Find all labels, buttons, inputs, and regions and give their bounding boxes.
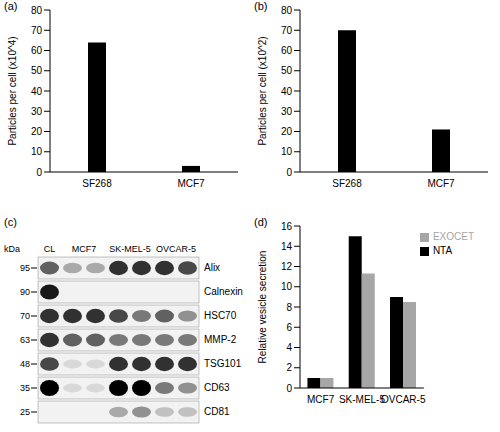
svg-text:40: 40 xyxy=(281,86,293,97)
svg-text:4: 4 xyxy=(286,342,292,353)
svg-text:CL: CL xyxy=(44,244,56,254)
svg-text:95: 95 xyxy=(20,263,30,273)
svg-text:0: 0 xyxy=(36,167,42,178)
svg-text:70: 70 xyxy=(20,311,30,321)
svg-text:20: 20 xyxy=(281,126,293,137)
svg-text:0: 0 xyxy=(286,167,292,178)
svg-text:48: 48 xyxy=(20,359,30,369)
svg-text:63: 63 xyxy=(20,335,30,345)
svg-text:8: 8 xyxy=(286,302,292,313)
svg-text:60: 60 xyxy=(281,45,293,56)
svg-text:70: 70 xyxy=(281,25,293,36)
svg-text:Particles per cell (x10^2): Particles per cell (x10^2) xyxy=(257,36,268,145)
svg-text:SK-MEL-5: SK-MEL-5 xyxy=(109,244,151,254)
svg-text:35: 35 xyxy=(20,383,30,393)
svg-text:MCF7: MCF7 xyxy=(307,394,335,405)
svg-text:60: 60 xyxy=(31,45,43,56)
svg-text:90: 90 xyxy=(20,287,30,297)
html-text:(c): (c) xyxy=(4,216,17,228)
svg-text:40: 40 xyxy=(31,86,43,97)
svg-text:OVCAR-5: OVCAR-5 xyxy=(381,394,426,405)
svg-text:Calnexin: Calnexin xyxy=(204,286,243,297)
svg-text:80: 80 xyxy=(31,5,43,16)
svg-text:Particles per cell (x10^4): Particles per cell (x10^4) xyxy=(8,36,18,145)
svg-text:80: 80 xyxy=(281,5,293,16)
svg-text:14: 14 xyxy=(281,241,293,252)
svg-text:SF268: SF268 xyxy=(332,178,362,189)
svg-text:Relative vesicle secretion: Relative vesicle secretion xyxy=(257,251,268,364)
svg-text:30: 30 xyxy=(281,106,293,117)
html-text:NTA: NTA xyxy=(432,245,453,256)
svg-text:HSC70: HSC70 xyxy=(204,310,237,321)
svg-text:MCF7: MCF7 xyxy=(72,244,97,254)
svg-text:12: 12 xyxy=(281,261,293,272)
html-text:(a): (a) xyxy=(4,0,18,12)
html-text:EXOCET: EXOCET xyxy=(432,231,474,242)
svg-text:6: 6 xyxy=(286,322,292,333)
svg-text:50: 50 xyxy=(31,65,43,76)
svg-text:0: 0 xyxy=(286,383,292,394)
svg-text:16: 16 xyxy=(281,221,293,232)
html-text:(b): (b) xyxy=(254,0,268,12)
svg-text:CD81: CD81 xyxy=(204,406,230,417)
svg-text:30: 30 xyxy=(31,106,43,117)
svg-text:TSG101: TSG101 xyxy=(204,358,242,369)
svg-text:SF268: SF268 xyxy=(82,178,112,189)
svg-text:kDa: kDa xyxy=(8,244,20,254)
svg-text:50: 50 xyxy=(281,65,293,76)
svg-text:70: 70 xyxy=(31,25,43,36)
svg-text:Alix: Alix xyxy=(204,262,220,273)
svg-text:SK-MEL-5: SK-MEL-5 xyxy=(339,394,386,405)
svg-text:10: 10 xyxy=(31,146,43,157)
svg-text:MCF7: MCF7 xyxy=(177,178,205,189)
svg-text:OVCAR-5: OVCAR-5 xyxy=(156,244,196,254)
svg-text:MCF7: MCF7 xyxy=(427,178,455,189)
svg-text:20: 20 xyxy=(31,126,43,137)
svg-text:MMP-2: MMP-2 xyxy=(204,334,237,345)
svg-text:25: 25 xyxy=(20,407,30,417)
html-text:(d): (d) xyxy=(254,216,268,228)
svg-text:10: 10 xyxy=(281,281,293,292)
svg-text:10: 10 xyxy=(281,146,293,157)
svg-text:CD63: CD63 xyxy=(204,382,230,393)
svg-text:2: 2 xyxy=(286,362,292,373)
